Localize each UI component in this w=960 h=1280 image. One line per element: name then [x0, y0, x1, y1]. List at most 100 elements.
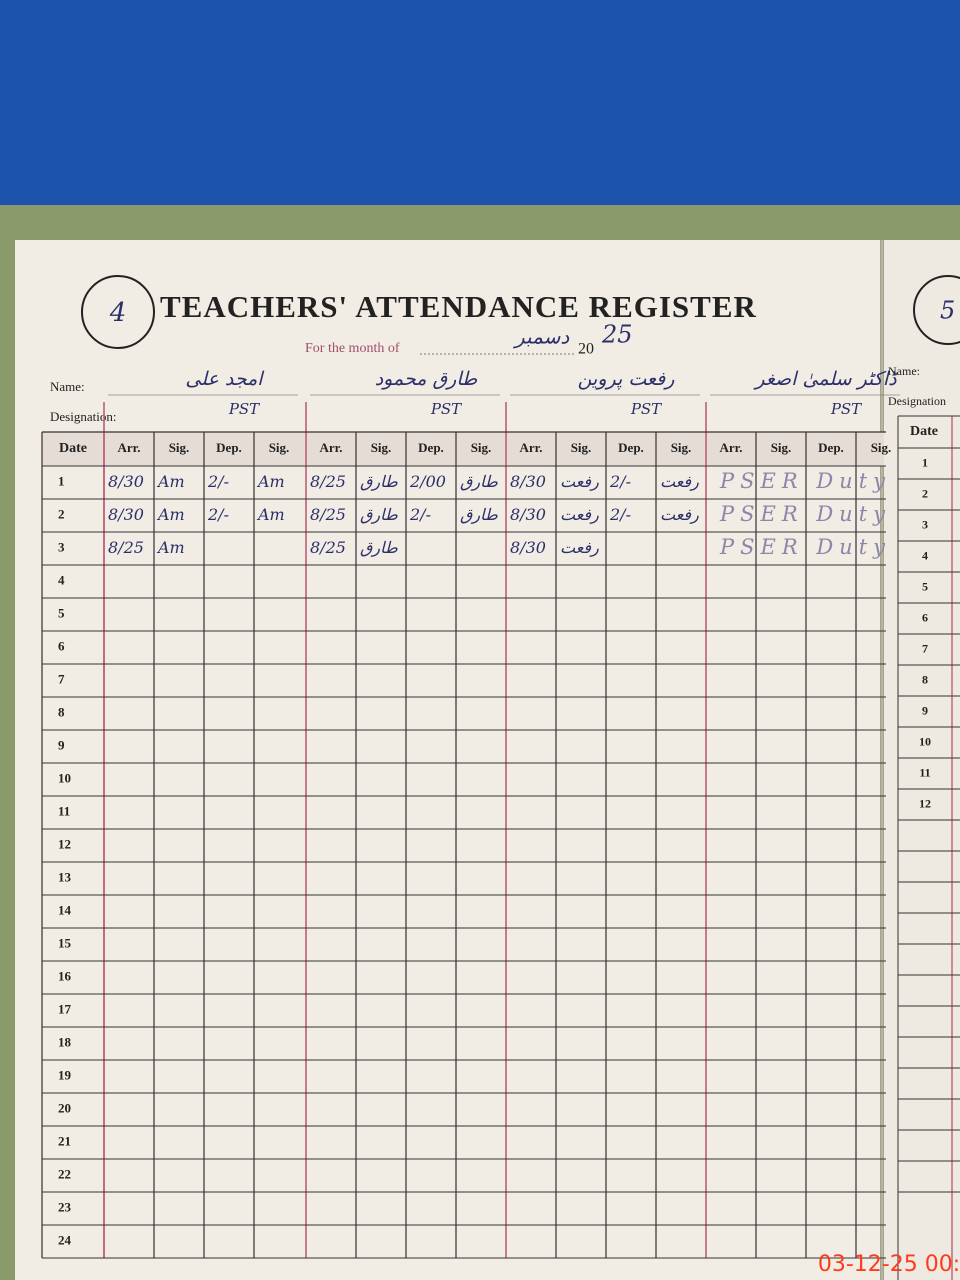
- entry: طارق: [360, 472, 398, 491]
- entry: 8/30: [510, 505, 546, 524]
- date: 2: [922, 486, 928, 500]
- date: 18: [58, 1034, 72, 1049]
- entry: طارق: [360, 505, 398, 524]
- entry: 8/25: [108, 538, 144, 557]
- date: 4: [58, 572, 65, 587]
- date: 11: [58, 803, 70, 818]
- column-header: Arr.: [520, 440, 543, 455]
- column-header: Arr.: [720, 440, 743, 455]
- date: 6: [58, 638, 65, 653]
- entry: 8/25: [310, 505, 346, 524]
- month-label: For the month of: [305, 341, 400, 356]
- column-header: Arr.: [320, 440, 343, 455]
- entry: رفعت: [560, 472, 599, 491]
- name-label: Name:: [888, 364, 920, 378]
- entry: طارق: [460, 505, 498, 524]
- date-header: Date: [59, 441, 87, 456]
- date: 14: [58, 902, 72, 917]
- date: 3: [922, 517, 928, 531]
- designation: PST: [630, 400, 662, 418]
- entry: 8/30: [510, 538, 546, 557]
- column-header: Sig.: [771, 440, 792, 455]
- date: 13: [58, 869, 72, 884]
- column-header: Dep.: [418, 440, 444, 455]
- entry: 8/25: [310, 538, 346, 557]
- date: 6: [922, 610, 928, 624]
- date: 1: [58, 473, 65, 488]
- teacher-name: رفعت پروین: [578, 368, 676, 390]
- date: 11: [919, 765, 930, 779]
- entry: طارق: [360, 538, 398, 557]
- teacher-name: ڈاکٹر سلمیٰ اصغر: [753, 368, 898, 390]
- left-page: [15, 240, 880, 1280]
- entry: 8/30: [108, 472, 144, 491]
- date: 12: [58, 836, 71, 851]
- date: 5: [58, 605, 65, 620]
- entry: 2/-: [609, 505, 631, 524]
- date: 19: [58, 1067, 72, 1082]
- date: 8: [58, 704, 65, 719]
- page-number-circle: [913, 275, 960, 345]
- designation: PST: [830, 400, 862, 418]
- page-number-circle: [81, 275, 155, 349]
- designation-label: Designation: [888, 394, 946, 408]
- date: 8: [922, 672, 928, 686]
- page-number: 4: [109, 298, 127, 328]
- column-header: Sig.: [471, 440, 492, 455]
- date: 10: [919, 734, 931, 748]
- date: 5: [922, 579, 928, 593]
- duty-entry: PSER Duty: [719, 535, 891, 559]
- date: 10: [58, 770, 71, 785]
- date: 9: [58, 737, 65, 752]
- entry: 2/00: [409, 472, 446, 491]
- page-number: 5: [940, 297, 955, 325]
- month: دسمبر: [512, 325, 569, 349]
- entry: Am: [256, 505, 285, 524]
- header-band: [42, 432, 884, 466]
- entry: رفعت: [560, 538, 599, 557]
- column-header: Sig.: [269, 440, 290, 455]
- entry: 8/30: [510, 472, 546, 491]
- entry: Am: [156, 538, 185, 557]
- column-header: Sig.: [671, 440, 692, 455]
- entry: رفعت: [560, 505, 599, 524]
- entry: Am: [256, 472, 285, 491]
- timestamp: 03-12-25 00:03: [818, 1252, 960, 1277]
- date: 7: [922, 641, 928, 655]
- date: 20: [58, 1100, 71, 1115]
- duty-entry: PSER Duty: [719, 502, 891, 526]
- date: 23: [58, 1199, 72, 1214]
- date: 12: [919, 796, 931, 810]
- entry: 2/-: [207, 472, 229, 491]
- entry: Am: [156, 505, 185, 524]
- date: 4: [922, 548, 928, 562]
- column-header: Sig.: [371, 440, 392, 455]
- entry: 8/30: [108, 505, 144, 524]
- date: 9: [922, 703, 928, 717]
- column-header: Arr.: [118, 440, 141, 455]
- entry: رفعت: [660, 472, 699, 491]
- teacher-name: طارق محمود: [375, 368, 478, 390]
- name-label: Name:: [50, 379, 85, 394]
- date: 16: [58, 968, 72, 983]
- date-header: Date: [910, 424, 938, 439]
- designation: PST: [430, 400, 462, 418]
- right-page: [884, 240, 960, 1280]
- date: 1: [922, 455, 928, 469]
- table-surface: [0, 0, 960, 215]
- date: 2: [58, 506, 65, 521]
- entry: Am: [156, 472, 185, 491]
- year-suffix: 25: [601, 321, 633, 349]
- date: 15: [58, 935, 72, 950]
- date: 22: [58, 1166, 71, 1181]
- entry: 2/-: [207, 505, 229, 524]
- date: 17: [58, 1001, 72, 1016]
- entry: 2/-: [409, 505, 431, 524]
- teacher-name: امجد علی: [185, 368, 265, 390]
- entry: طارق: [460, 472, 498, 491]
- column-header: Sig.: [871, 440, 892, 455]
- entry: 8/25: [310, 472, 346, 491]
- date: 3: [58, 539, 65, 554]
